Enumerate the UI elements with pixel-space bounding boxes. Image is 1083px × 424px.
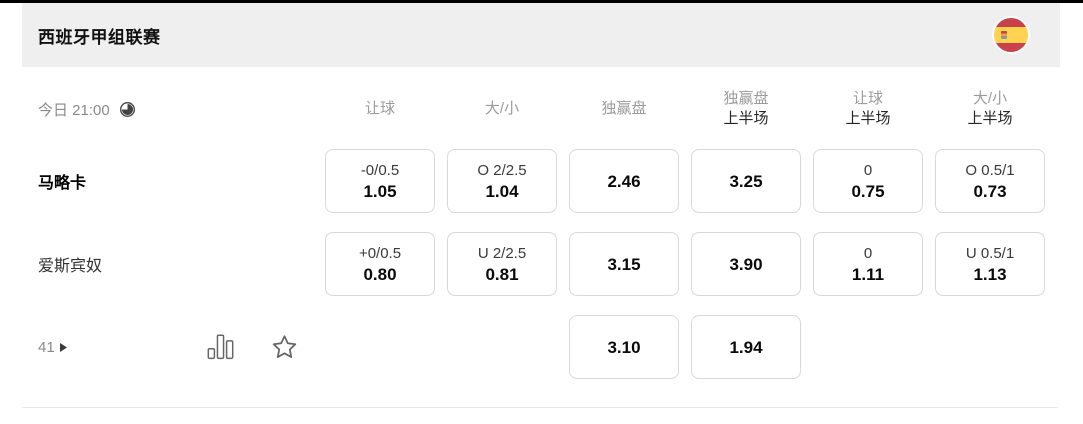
- col-header-moneyline: 独赢盘: [601, 100, 647, 117]
- chevron-right-icon: [59, 342, 67, 352]
- odds-home-handicap[interactable]: -0/0.5 1.05: [325, 149, 435, 213]
- odds-draw-moneyline[interactable]: 3.10: [569, 315, 679, 379]
- away-team-row: 爱斯宾奴 +0/0.5 0.80 U 2/2.5 0.81 3.15 3.90 …: [22, 232, 1060, 296]
- footer-left-controls: 41: [38, 332, 313, 362]
- odds-home-handicap-first-half[interactable]: 0 0.75: [813, 149, 923, 213]
- odds-table: 今日 21:00 让球 大/小 独赢盘: [22, 87, 1060, 408]
- odds-home-moneyline-first-half[interactable]: 3.25: [691, 149, 801, 213]
- more-markets-button[interactable]: 41: [38, 339, 67, 356]
- col-header-over-under-first-half: 大/小 上半场: [967, 90, 1013, 127]
- spain-flag-icon: [994, 18, 1028, 52]
- more-markets-count: 41: [38, 338, 55, 356]
- top-border-bar: [0, 0, 1083, 3]
- league-header: 西班牙甲组联赛: [22, 3, 1060, 67]
- favorite-star-icon[interactable]: [271, 334, 298, 360]
- col-header-moneyline-first-half: 独赢盘 上半场: [723, 90, 769, 127]
- odds-draw-moneyline-first-half[interactable]: 1.94: [691, 315, 801, 379]
- match-time-label: 今日 21:00: [38, 101, 110, 119]
- col-header-handicap: 让球: [364, 100, 395, 117]
- odds-home-moneyline[interactable]: 2.46: [569, 149, 679, 213]
- odds-away-over-under-first-half[interactable]: U 0.5/1 1.13: [935, 232, 1045, 296]
- flag-coat-of-arms: [1001, 31, 1007, 39]
- odds-home-over-under-first-half[interactable]: O 0.5/1 0.73: [935, 149, 1045, 213]
- away-team-name: 爱斯宾奴: [38, 258, 103, 275]
- odds-away-handicap[interactable]: +0/0.5 0.80: [325, 232, 435, 296]
- flag-band-red-top: [994, 18, 1028, 28]
- odds-away-handicap-first-half[interactable]: 0 1.11: [813, 232, 923, 296]
- league-title: 西班牙甲组联赛: [38, 27, 161, 47]
- draw-row: 41: [22, 315, 1060, 379]
- match-time: 今日 21:00: [38, 99, 313, 120]
- odds-away-over-under[interactable]: U 2/2.5 0.81: [447, 232, 557, 296]
- odds-home-over-under[interactable]: O 2/2.5 1.04: [447, 149, 557, 213]
- clock-icon: [119, 101, 136, 118]
- odds-away-moneyline[interactable]: 3.15: [569, 232, 679, 296]
- table-header-row: 今日 21:00 让球 大/小 独赢盘: [22, 87, 1060, 131]
- flag-band-red-bottom: [994, 42, 1028, 52]
- col-header-over-under: 大/小: [484, 100, 520, 117]
- home-team-row: 马略卡 -0/0.5 1.05 O 2/2.5 1.04 2.46 3.25 0…: [22, 149, 1060, 213]
- col-header-handicap-first-half: 让球 上半场: [845, 90, 891, 127]
- flag-band-yellow: [994, 27, 1028, 43]
- stats-bar-chart-icon[interactable]: [207, 332, 234, 362]
- home-team-name: 马略卡: [38, 175, 87, 192]
- odds-away-moneyline-first-half[interactable]: 3.90: [691, 232, 801, 296]
- bottom-divider: [22, 407, 1058, 408]
